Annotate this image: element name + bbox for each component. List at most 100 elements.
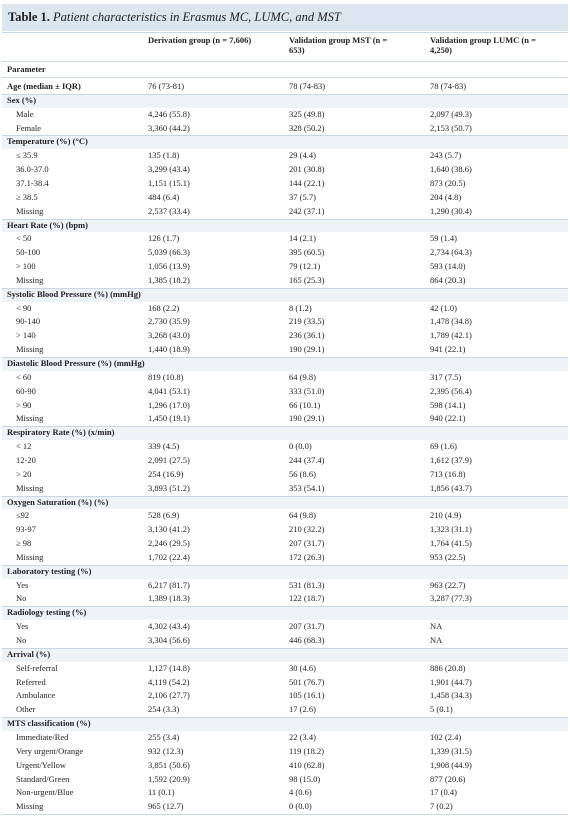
title-text: Patient characteristics in Erasmus MC, L… <box>53 10 341 24</box>
cell: 244 (37.4) <box>289 454 325 465</box>
cell: 4 (0.6) <box>289 787 312 798</box>
row-label: ≤92 <box>16 510 30 521</box>
cell: 210 (32.2) <box>289 524 325 535</box>
section-background <box>2 606 568 621</box>
row-label: > 140 <box>16 330 36 341</box>
row-label: Missing <box>16 482 44 493</box>
section-heading: Oxygen Saturation (%) (%) <box>7 496 109 507</box>
cell: 5 (0.1) <box>430 704 453 715</box>
row-label: Male <box>16 108 34 119</box>
table-title: Table 1. Patient characteristics in Eras… <box>8 10 341 25</box>
cell: 69 (1.6) <box>430 441 457 452</box>
cell: 713 (16.8) <box>430 468 466 479</box>
section-background <box>2 357 568 371</box>
cell: 59 (1.4) <box>430 233 457 244</box>
cell: 819 (10.8) <box>148 371 184 382</box>
rule <box>2 357 568 358</box>
row-label: > 90 <box>16 399 32 410</box>
cell: 126 (1.7) <box>148 233 180 244</box>
cell: 593 (14.0) <box>430 261 466 272</box>
rule <box>2 717 568 719</box>
section-heading: Systolic Blood Pressure (%) (mmHg) <box>7 288 141 299</box>
row-label: No <box>16 635 27 645</box>
rule <box>2 61 568 62</box>
cell: 78 (74-83) <box>430 81 467 91</box>
cell: 965 (12.7) <box>148 801 184 812</box>
row-label: No <box>16 593 27 604</box>
cell: 1,323 (31.1) <box>430 524 472 535</box>
section-background <box>2 93 568 108</box>
section-background <box>2 135 568 150</box>
row-label: Missing <box>16 205 44 216</box>
cell: 886 (20.8) <box>430 662 466 673</box>
row-label: Yes <box>16 621 29 632</box>
rule <box>2 32 568 33</box>
cell: 5,039 (66.3) <box>148 247 190 258</box>
row-label: ≤ 35.9 <box>16 150 38 161</box>
cell: 2,734 (64.3) <box>430 247 472 258</box>
cell: 64 (9.8) <box>289 510 316 521</box>
cell: 932 (12.3) <box>148 745 184 756</box>
cell: 598 (14.1) <box>430 399 466 410</box>
section-background <box>2 647 568 662</box>
section-heading: Age (median ± IQR) <box>7 81 81 91</box>
row-label: Missing <box>16 801 44 812</box>
section-background <box>2 287 568 302</box>
cell: 328 (50.2) <box>289 122 325 133</box>
cell: 1,056 (13.9) <box>148 261 190 272</box>
cell: 1,789 (42.1) <box>430 330 472 341</box>
cell: 201 (30.8) <box>289 164 325 175</box>
cell: 22 (3.4) <box>289 731 316 742</box>
rule <box>2 814 568 816</box>
cell: 105 (16.1) <box>289 690 325 701</box>
section-background <box>2 564 568 579</box>
cell: 864 (20.3) <box>430 274 466 285</box>
cell: NA <box>430 621 443 632</box>
section-background <box>2 218 568 233</box>
section-background <box>2 495 568 510</box>
cell: 64 (9.8) <box>289 371 316 382</box>
rule <box>2 77 568 78</box>
cell: 236 (36.1) <box>289 330 325 341</box>
cell: 1,389 (18.3) <box>148 593 190 604</box>
cell: 317 (7.5) <box>430 371 462 382</box>
rule <box>2 287 568 289</box>
section-heading: Temperature (%) (°C) <box>7 136 88 147</box>
rule <box>2 426 568 428</box>
cell: 3,304 (56.6) <box>148 635 190 645</box>
parameter-label: Parameter <box>7 64 46 74</box>
cell: 204 (4.8) <box>430 191 462 202</box>
title-label: Table 1. <box>8 10 50 24</box>
row-label: < 12 <box>16 441 32 452</box>
cell: 1,339 (31.5) <box>430 745 472 756</box>
cell: 165 (25.3) <box>289 274 325 285</box>
cell: 56 (8.6) <box>289 468 316 479</box>
cell: 877 (20.6) <box>430 773 466 784</box>
cell: 1,592 (20.9) <box>148 773 190 784</box>
row-label: 90-140 <box>16 316 41 327</box>
row-label: < 90 <box>16 302 32 313</box>
row-label: 36.0-37.0 <box>16 164 49 175</box>
row-label: Missing <box>16 274 44 285</box>
cell: 242 (37.1) <box>289 205 325 216</box>
row-label: 60-90 <box>16 385 36 396</box>
cell: 3,268 (43.0) <box>148 330 190 341</box>
row-label: ≥ 38.5 <box>16 191 38 202</box>
cell: 190 (29.1) <box>289 413 325 424</box>
cell: 410 (62.8) <box>289 759 325 770</box>
section-heading: Diastolic Blood Pressure (%) (mmHg) <box>7 358 145 368</box>
cell: 1,856 (43.7) <box>430 482 472 493</box>
cell: 3,299 (43.4) <box>148 164 190 175</box>
cell: 4,246 (55.8) <box>148 108 190 119</box>
cell: 1,702 (22.4) <box>148 551 190 562</box>
cell: 207 (31.7) <box>289 538 325 549</box>
cell: 122 (18.7) <box>289 593 325 604</box>
cell: 29 (4.4) <box>289 150 316 161</box>
cell: 4,302 (43.4) <box>148 621 190 632</box>
cell: 1,296 (17.0) <box>148 399 190 410</box>
cell: 3,851 (50.6) <box>148 759 190 770</box>
cell: 17 (0.4) <box>430 787 457 798</box>
cell: 2,537 (33.4) <box>148 205 190 216</box>
cell: 6,217 (81.7) <box>148 579 190 590</box>
row-label: Self-referral <box>16 662 58 673</box>
